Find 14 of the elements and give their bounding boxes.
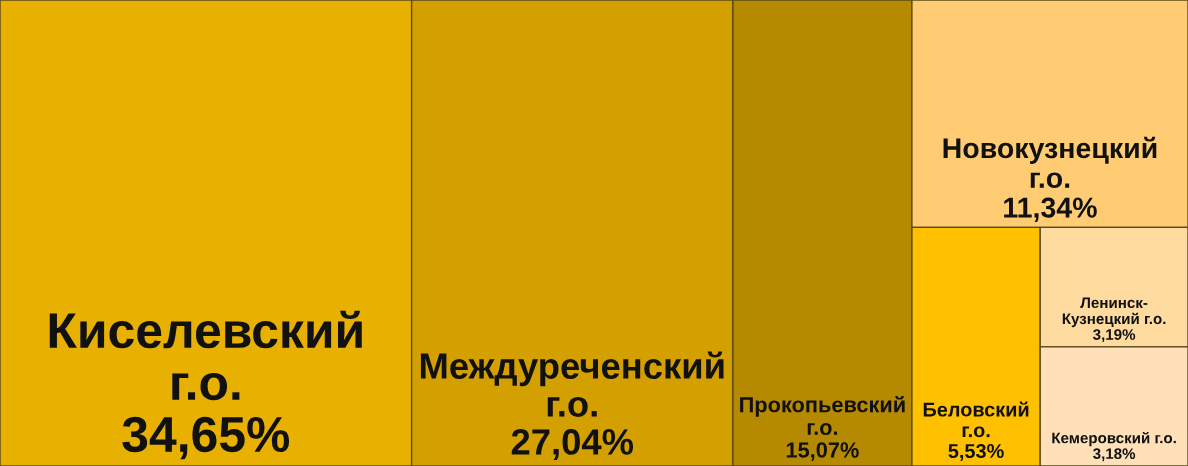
data-label: 11,34% bbox=[1004, 197, 1097, 222]
category-label: Кемеровский г.о. bbox=[1052, 431, 1176, 447]
category-label: Киселевский г.о. bbox=[49, 310, 362, 401]
data-label: 27,04% bbox=[511, 429, 634, 461]
category-label: Междуреченский г.о. bbox=[420, 351, 724, 417]
category-label: Новокузнецкий г.о. bbox=[943, 136, 1157, 189]
category-label: Прокопьевский г.о. bbox=[740, 395, 905, 436]
data-label: 3,18% bbox=[1093, 448, 1136, 462]
category-label: Ленинск-Кузнецкий г.о. bbox=[1062, 297, 1166, 328]
category-label: Беловский г.о. bbox=[923, 401, 1029, 438]
data-label: 15,07% bbox=[786, 442, 859, 461]
data-label: 34,65% bbox=[122, 416, 290, 460]
data-label: 3,19% bbox=[1093, 329, 1136, 343]
data-label: 5,53% bbox=[948, 443, 1004, 461]
